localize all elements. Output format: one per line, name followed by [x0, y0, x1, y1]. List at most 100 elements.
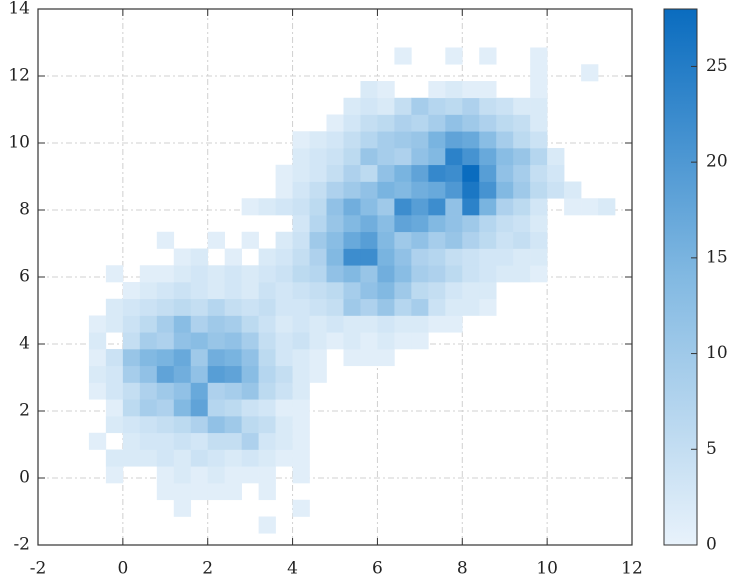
- cell: [309, 282, 327, 300]
- cell: [309, 198, 327, 216]
- cell: [547, 181, 565, 199]
- cell: [173, 416, 192, 434]
- cell: [428, 315, 446, 333]
- cell: [547, 164, 565, 182]
- cell: [530, 148, 548, 166]
- cell: [581, 198, 599, 216]
- cell: [88, 315, 107, 333]
- cell: [411, 114, 429, 132]
- cell: [496, 248, 514, 266]
- cell: [530, 231, 548, 249]
- cell: [377, 265, 395, 283]
- cell: [105, 399, 124, 417]
- cell: [360, 181, 378, 199]
- cell: [343, 164, 361, 182]
- cell: [139, 315, 158, 333]
- cell: [360, 282, 378, 300]
- cell: [241, 198, 259, 216]
- cell: [207, 382, 225, 400]
- cell: [224, 365, 242, 383]
- cell: [139, 432, 158, 450]
- cell: [445, 265, 463, 283]
- cell: [360, 315, 378, 333]
- cell: [275, 349, 293, 367]
- cell: [360, 231, 378, 249]
- cell: [462, 298, 480, 316]
- cell: [224, 298, 242, 316]
- cell: [275, 416, 293, 434]
- cell: [377, 198, 395, 216]
- cell: [377, 97, 395, 115]
- cell: [207, 282, 225, 300]
- cell: [479, 148, 497, 166]
- cell: [411, 265, 429, 283]
- cell: [309, 298, 327, 316]
- cell: [377, 298, 395, 316]
- cell: [156, 315, 175, 333]
- cell: [292, 365, 310, 383]
- cell: [445, 298, 463, 316]
- cell: [428, 248, 446, 266]
- cell: [224, 466, 242, 484]
- cell: [105, 298, 124, 316]
- cell: [156, 349, 175, 367]
- cell: [479, 81, 497, 99]
- cell: [564, 181, 582, 199]
- cell: [377, 131, 395, 149]
- cell: [207, 449, 225, 467]
- cell: [275, 449, 293, 467]
- cell: [428, 148, 446, 166]
- cell: [156, 483, 175, 501]
- cell: [496, 148, 514, 166]
- y-tick-label: 0: [19, 468, 30, 488]
- cell: [530, 265, 548, 283]
- cell: [530, 164, 548, 182]
- cell: [462, 248, 480, 266]
- cell: [139, 399, 158, 417]
- cell: [207, 265, 225, 283]
- cell: [241, 416, 259, 434]
- cell: [428, 215, 446, 233]
- cell: [326, 315, 344, 333]
- cell: [190, 282, 209, 300]
- cell: [530, 248, 548, 266]
- cell: [292, 298, 310, 316]
- x-tick-label: 8: [457, 559, 468, 579]
- x-tick-label: -2: [30, 559, 47, 579]
- cell: [462, 198, 480, 216]
- cell: [292, 282, 310, 300]
- cell: [445, 148, 463, 166]
- cell: [343, 148, 361, 166]
- cell: [377, 148, 395, 166]
- cell: [445, 215, 463, 233]
- cell: [173, 449, 192, 467]
- cell: [394, 97, 412, 115]
- cell: [258, 248, 276, 266]
- cell: [343, 198, 361, 216]
- cell: [326, 282, 344, 300]
- cell: [241, 315, 259, 333]
- cell: [241, 382, 259, 400]
- cell: [360, 81, 378, 99]
- cell: [513, 181, 531, 199]
- x-tick-label: 0: [117, 559, 128, 579]
- cell: [173, 483, 192, 501]
- cell: [258, 298, 276, 316]
- cell: [139, 382, 158, 400]
- cell: [479, 97, 497, 115]
- cell: [156, 332, 175, 350]
- colorbar: [663, 8, 698, 546]
- cell: [190, 298, 209, 316]
- cell: [207, 231, 225, 249]
- cell: [462, 231, 480, 249]
- cell: [479, 181, 497, 199]
- cell: [173, 432, 192, 450]
- cell: [224, 248, 242, 266]
- cell: [428, 114, 446, 132]
- cell: [122, 382, 141, 400]
- cell: [377, 248, 395, 266]
- cell: [326, 332, 344, 350]
- cell: [513, 198, 531, 216]
- cell: [241, 298, 259, 316]
- cell: [190, 382, 209, 400]
